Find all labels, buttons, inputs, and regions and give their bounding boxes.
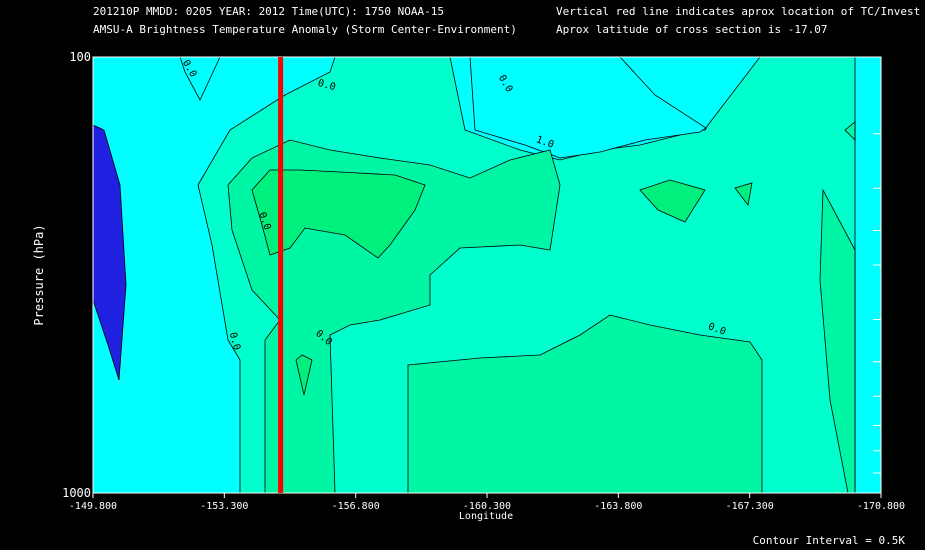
contour-region-midgreen-lower <box>407 314 763 494</box>
header-line2-right: Aprox latitude of cross section is -17.0… <box>556 23 828 36</box>
x-tick-label: -167.300 <box>726 501 774 512</box>
contour-region-green-sliver <box>295 354 313 396</box>
contour-region-green-edge <box>844 121 856 141</box>
header-line1-right: Vertical red line indicates aprox locati… <box>556 5 921 18</box>
y-tick-label: 1000 <box>62 486 91 500</box>
y-tick-label: 100 <box>69 50 91 64</box>
contour-region-green-core <box>251 169 426 259</box>
contour-region-green-small2 <box>734 182 753 206</box>
x-tick-label: -153.300 <box>200 501 248 512</box>
x-axis-label: Longitude <box>459 511 513 522</box>
contour-region-cyan-upper <box>469 56 707 159</box>
x-tick-label: -170.800 <box>857 501 905 512</box>
x-tick-label: -160.300 <box>463 501 511 512</box>
y-axis-label: Pressure (hPa) <box>32 224 46 325</box>
x-tick-label: -163.800 <box>594 501 642 512</box>
contour-region-green-small1 <box>639 179 706 223</box>
header-line1-left: 201210P MMDD: 0205 YEAR: 2012 Time(UTC):… <box>93 5 444 18</box>
x-tick-label: -149.800 <box>69 501 117 512</box>
header-line2-left: AMSU-A Brightness Temperature Anomaly (S… <box>93 23 517 36</box>
contour-region-blue <box>92 124 127 381</box>
x-tick-label: -156.800 <box>332 501 380 512</box>
contour-label: 0.0 <box>227 331 242 351</box>
contour-interval-text: Contour Interval = 0.5K <box>753 534 906 547</box>
contour-label: 0.0 <box>317 78 337 93</box>
